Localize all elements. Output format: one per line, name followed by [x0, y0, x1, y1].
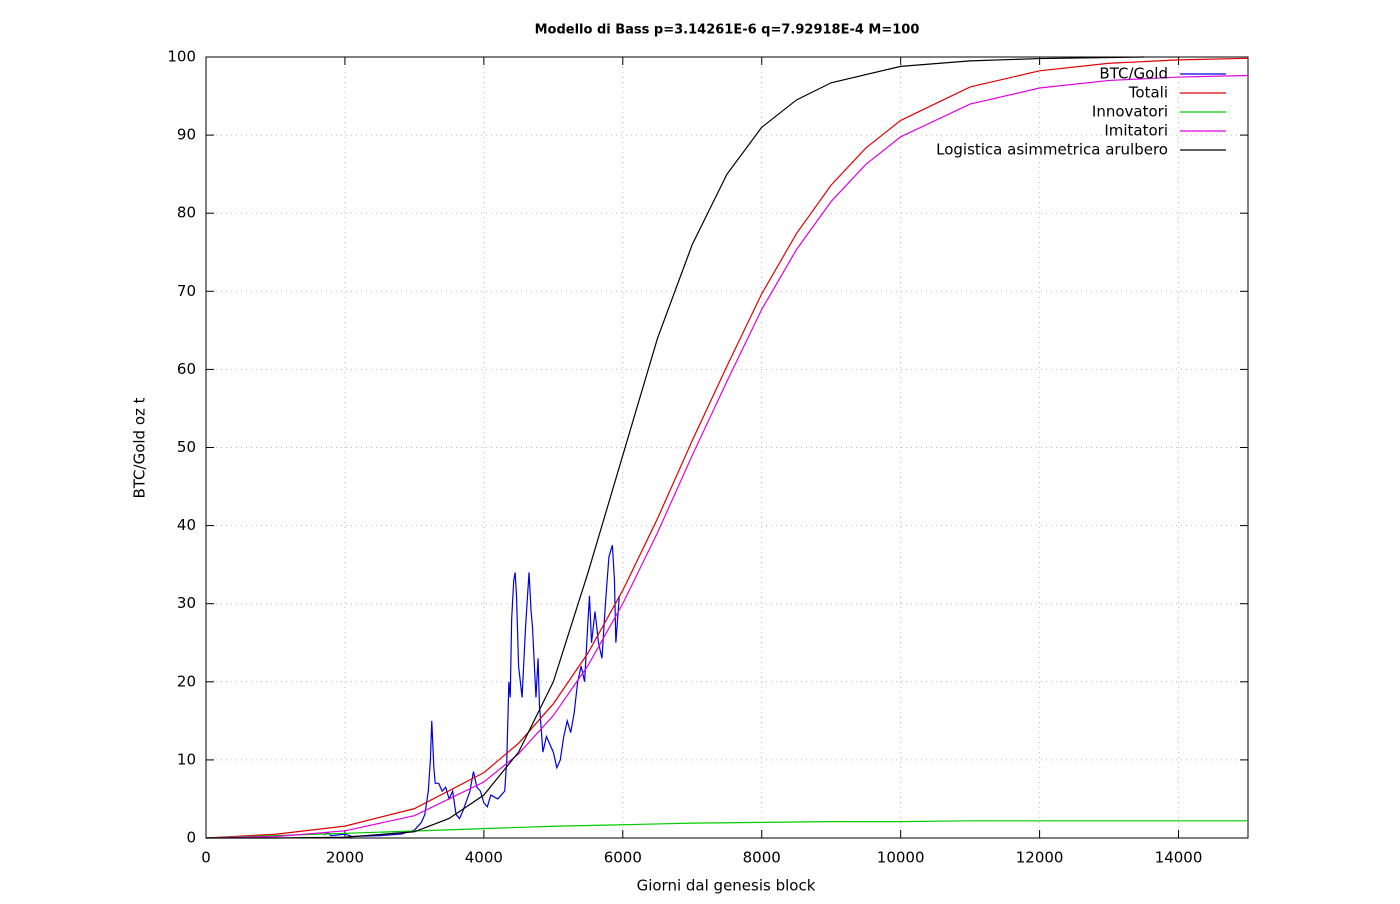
y-tick-label: 100 — [167, 48, 196, 66]
x-tick-label: 4000 — [465, 849, 503, 867]
legend-label: Imitatori — [1104, 122, 1168, 140]
y-tick-label: 90 — [177, 126, 196, 144]
series-line — [205, 57, 1249, 839]
y-tick-label: 10 — [177, 750, 196, 768]
y-tick-label: 40 — [177, 516, 196, 534]
y-tick-label: 20 — [177, 672, 196, 690]
x-tick-label: 2000 — [326, 849, 364, 867]
x-tick-label: 14000 — [1155, 849, 1203, 867]
x-tick-label: 10000 — [877, 849, 925, 867]
x-tick-label: 6000 — [604, 849, 642, 867]
series-line — [205, 74, 1249, 839]
x-axis-label: Giorni dal genesis block — [637, 877, 816, 895]
y-tick-label: 70 — [177, 282, 196, 300]
x-tick-label: 8000 — [743, 849, 781, 867]
y-axis-label: BTC/Gold oz t — [131, 397, 149, 498]
series-line — [323, 544, 620, 838]
x-tick-label: 0 — [201, 849, 211, 867]
series-line — [205, 820, 1248, 839]
legend-label: BTC/Gold — [1099, 65, 1168, 83]
plot-frame — [205, 56, 1249, 839]
y-tick-label: 60 — [177, 360, 196, 378]
series-line — [206, 56, 1144, 839]
legend-label: Logistica asimmetrica arulbero — [936, 141, 1168, 159]
y-tick-label: 0 — [186, 829, 196, 847]
legend-label: Totali — [1128, 84, 1168, 102]
y-tick-label: 80 — [177, 204, 196, 222]
chart-title: Modello di Bass p=3.14261E-6 q=7.92918E-… — [535, 23, 920, 38]
legend-label: Innovatori — [1092, 103, 1168, 121]
y-tick-label: 30 — [177, 594, 196, 612]
y-tick-label: 50 — [177, 438, 196, 456]
x-tick-label: 12000 — [1016, 849, 1064, 867]
